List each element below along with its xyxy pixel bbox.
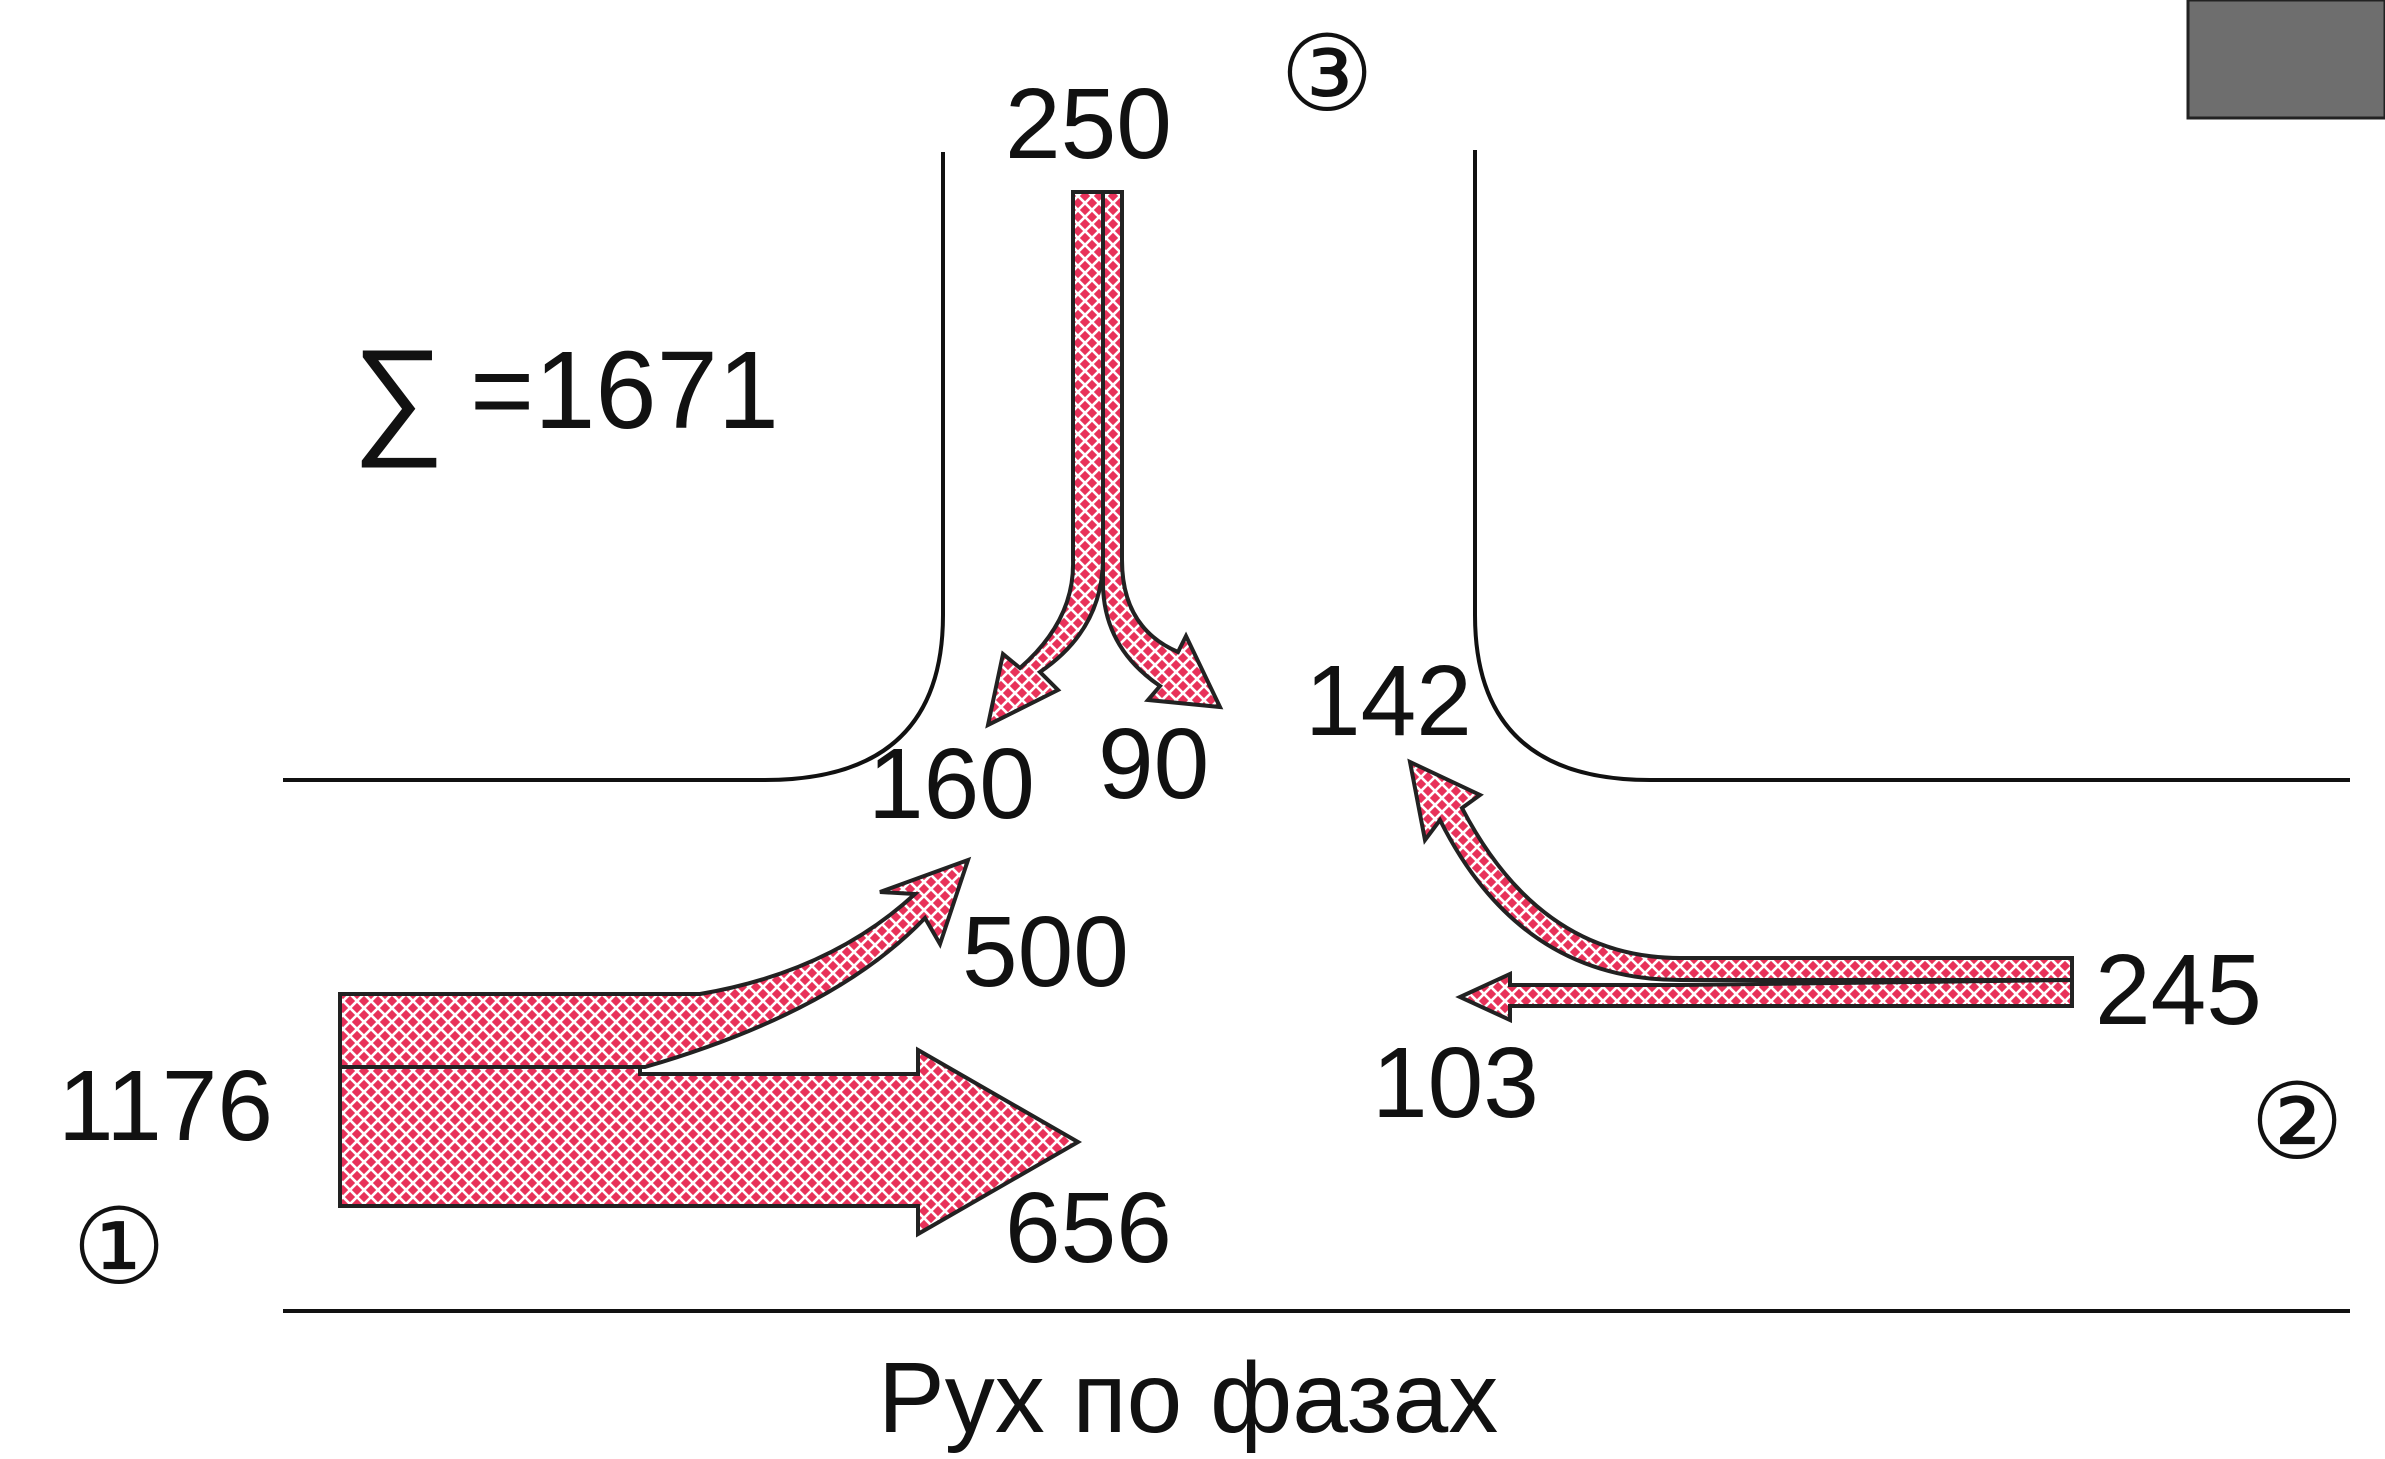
flow-group-approach-1 <box>338 856 1083 1238</box>
road-edge-north-right <box>1473 150 2350 782</box>
diagram-caption: Рух по фазах <box>878 1342 1498 1454</box>
sigma-symbol: ∑ <box>352 322 445 468</box>
flow-arrow-160 <box>985 190 1105 729</box>
road-edges <box>283 150 2350 1313</box>
flow-arrow-500 <box>338 856 972 1069</box>
flow-arrow-142 <box>1407 758 2074 982</box>
approach-marker-2: ② <box>2250 1064 2344 1181</box>
flow-arrow-90 <box>1101 190 1224 710</box>
label-inflow-1: 1176 <box>58 1050 273 1162</box>
label-flow-142: 142 <box>1305 645 1472 757</box>
flow-group-approach-2 <box>1407 758 2074 1024</box>
label-inflow-2: 245 <box>2095 934 2262 1046</box>
photo-fragment <box>2186 0 2385 120</box>
label-inflow-3: 250 <box>1005 68 1172 180</box>
flow-labels: 250 160 90 142 500 245 103 1176 656 <box>58 68 2262 1284</box>
flow-arrow-656 <box>338 1046 1083 1238</box>
approach-marker-3: ③ <box>1280 16 1374 133</box>
label-flow-500: 500 <box>962 896 1129 1008</box>
label-flow-160: 160 <box>868 728 1035 840</box>
label-flow-103: 103 <box>1372 1027 1539 1139</box>
flow-group-approach-3 <box>985 190 1224 729</box>
flow-arrow-103 <box>1455 970 2074 1024</box>
label-flow-90: 90 <box>1098 708 1209 820</box>
approach-marker-1: ① <box>72 1189 166 1306</box>
sum-annotation: ∑ =1671 <box>352 322 779 468</box>
approach-markers: ③ ② ① <box>72 16 2344 1306</box>
road-edge-north-left <box>283 152 945 782</box>
label-flow-656: 656 <box>1005 1172 1172 1284</box>
sum-value: =1671 <box>470 329 779 452</box>
